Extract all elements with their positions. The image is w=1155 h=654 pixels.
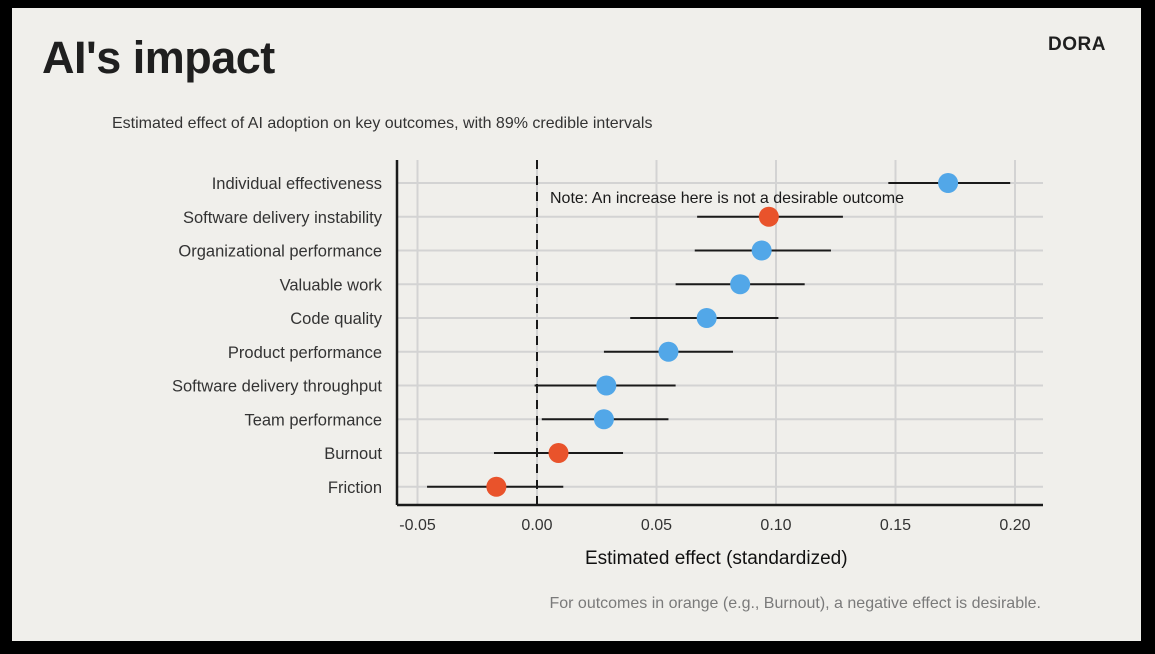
estimate-point bbox=[486, 476, 507, 497]
x-axis-label: Estimated effect (standardized) bbox=[585, 548, 848, 569]
x-tick-label: 0.05 bbox=[641, 517, 672, 534]
x-tick-label: 0.20 bbox=[999, 517, 1030, 534]
x-tick-label: -0.05 bbox=[399, 517, 436, 534]
outcome-label: Software delivery instability bbox=[183, 209, 383, 227]
x-tick-label: 0.15 bbox=[880, 517, 911, 534]
outcome-label: Friction bbox=[328, 479, 382, 497]
estimate-point bbox=[751, 240, 772, 261]
outcome-label: Burnout bbox=[324, 445, 382, 463]
estimate-point bbox=[596, 375, 617, 396]
slide-title: AI's impact bbox=[42, 32, 275, 83]
dora-logo: DORA bbox=[1048, 34, 1106, 55]
outcome-label: Code quality bbox=[290, 310, 382, 328]
chart-annotation: Note: An increase here is not a desirabl… bbox=[550, 190, 904, 207]
estimate-point bbox=[548, 443, 569, 463]
estimate-point bbox=[658, 341, 679, 362]
estimate-point bbox=[938, 173, 959, 193]
estimate-point bbox=[758, 206, 779, 227]
outcome-label: Software delivery throughput bbox=[172, 378, 382, 396]
x-tick-label: 0.00 bbox=[521, 517, 552, 534]
effect-chart: -0.05 0.00 0.05 0.10 0.15 0.20 Estimated effec… bbox=[172, 160, 1043, 569]
footnote: For outcomes in orange (e.g., Burnout), … bbox=[549, 595, 1041, 612]
x-tick-label: 0.10 bbox=[760, 517, 791, 534]
outcome-label: Product performance bbox=[228, 344, 382, 362]
estimate-point bbox=[593, 409, 614, 430]
outcome-label: Individual effectiveness bbox=[212, 175, 382, 193]
chart-subtitle: Estimated effect of AI adoption on key o… bbox=[112, 115, 653, 132]
outcome-label: Team performance bbox=[244, 411, 382, 429]
slide: AI's impact DORA Estimated effect of AI … bbox=[12, 8, 1141, 641]
estimate-point bbox=[730, 274, 751, 295]
estimate-point bbox=[696, 308, 717, 328]
outcome-label: Valuable work bbox=[280, 276, 383, 294]
outcome-label: Organizational performance bbox=[178, 243, 382, 261]
